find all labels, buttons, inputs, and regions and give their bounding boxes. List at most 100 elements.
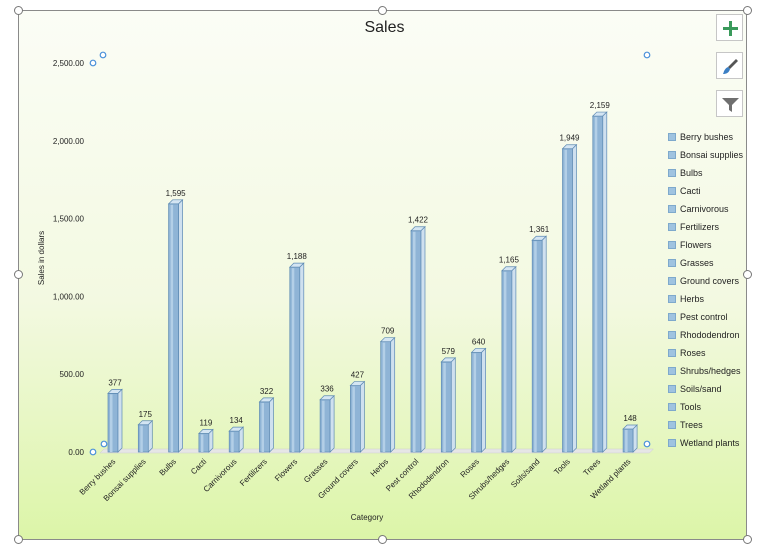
data-label[interactable]: 1,422 [408,216,429,225]
data-label[interactable]: 579 [442,347,456,356]
bar[interactable] [288,262,305,453]
data-label[interactable]: 1,595 [166,189,187,198]
bar-side [329,394,335,453]
legend-item[interactable]: Flowers [668,236,743,254]
bar-front [350,385,361,453]
legend-item[interactable]: Ground covers [668,272,743,290]
bar-side [602,111,608,453]
bar[interactable] [167,198,184,453]
plot-area-handle[interactable] [643,440,651,448]
resize-handle-bottom-right[interactable] [743,535,752,544]
bar[interactable] [470,347,487,453]
plot-area-handle[interactable] [643,51,651,59]
chart-filters-button[interactable] [716,90,743,117]
data-label[interactable]: 175 [139,410,153,419]
bar[interactable] [319,394,335,453]
legend-item[interactable]: Pest control [668,308,743,326]
data-label[interactable]: 709 [381,327,395,336]
bar[interactable] [137,419,154,453]
legend-label: Shrubs/hedges [680,366,741,376]
legend-label: Tools [680,402,702,412]
resize-handle-left[interactable] [14,270,23,279]
data-label[interactable]: 427 [351,371,365,380]
bar[interactable] [228,426,245,453]
data-label[interactable]: 148 [623,414,637,423]
plot-area-handle[interactable] [100,440,108,448]
legend-swatch [668,421,676,429]
legend-item[interactable]: Carnivorous [668,200,743,218]
data-label[interactable]: 1,188 [287,252,308,261]
x-tick-label: Bulbs [157,457,178,478]
resize-handle-bottom-left[interactable] [14,535,23,544]
legend-item[interactable]: Trees [668,416,743,434]
bar[interactable] [501,265,517,453]
legend-item[interactable]: Fertilizers [668,218,743,236]
data-label[interactable]: 640 [472,337,486,346]
data-label[interactable]: 1,361 [529,225,550,234]
legend-item[interactable]: Grasses [668,254,743,272]
plot-area-handle[interactable] [99,51,107,59]
legend-item[interactable]: Tools [668,398,743,416]
bar-side [208,428,214,453]
legend-item[interactable]: Wetland plants [668,434,743,452]
bar[interactable] [349,380,366,453]
x-tick-label: Cacti [189,457,208,476]
bar[interactable] [379,336,396,453]
bar-highlight [110,394,113,452]
data-label[interactable]: 2,159 [590,101,611,110]
x-axis-title[interactable]: Category [351,513,383,522]
legend-label: Berry bushes [680,132,734,142]
bar[interactable] [198,428,214,453]
legend-item[interactable]: Rhododendron [668,326,743,344]
legend-item[interactable]: Herbs [668,290,743,308]
data-label[interactable]: 377 [108,378,122,387]
bar-highlight [261,402,264,452]
bar[interactable] [561,143,578,453]
bar[interactable] [258,397,275,453]
bar-highlight [443,362,446,452]
legend[interactable]: Berry bushes Bonsai supplies Bulbs Cacti Car… [668,128,743,452]
data-label[interactable]: 134 [230,416,244,425]
data-label[interactable]: 336 [320,385,334,394]
bar-side [511,265,517,453]
plot-area-handle[interactable] [89,59,97,67]
legend-label: Bulbs [680,168,703,178]
legend-item[interactable]: Shrubs/hedges [668,362,743,380]
legend-label: Pest control [680,312,728,322]
chart-styles-button[interactable] [716,52,743,79]
bar[interactable] [410,225,426,453]
legend-item[interactable]: Berry bushes [668,128,743,146]
x-tick-label: Herbs [369,457,390,478]
data-label[interactable]: 1,949 [559,134,580,143]
data-label[interactable]: 1,165 [499,256,520,265]
bar-side [420,225,426,453]
legend-item[interactable]: Bulbs [668,164,743,182]
legend-item[interactable]: Cacti [668,182,743,200]
resize-handle-top-right[interactable] [743,6,752,15]
bar[interactable] [622,424,638,453]
bar[interactable] [440,357,457,453]
y-axis-title[interactable]: Sales in dollars [37,231,46,285]
data-label[interactable]: 119 [200,418,213,427]
y-tick-label: 1,500.00 [53,215,85,224]
resize-handle-right[interactable] [743,270,752,279]
bar-side [450,357,456,453]
bar[interactable] [591,111,608,453]
bar-side [147,419,153,453]
chart-elements-button[interactable] [716,14,743,41]
bar[interactable] [531,235,548,453]
data-label[interactable]: 322 [260,387,274,396]
resize-handle-top-left[interactable] [14,6,23,15]
bar[interactable] [107,388,123,453]
plot-area-handle[interactable] [89,448,97,456]
legend-swatch [668,403,676,411]
resize-handle-top[interactable] [378,6,387,15]
legend-item[interactable]: Bonsai supplies [668,146,743,164]
legend-item[interactable]: Roses [668,344,743,362]
legend-swatch [668,241,676,249]
resize-handle-bottom[interactable] [378,535,387,544]
bar-side [178,198,183,453]
legend-item[interactable]: Soils/sand [668,380,743,398]
chart-title[interactable]: Sales [364,19,405,36]
